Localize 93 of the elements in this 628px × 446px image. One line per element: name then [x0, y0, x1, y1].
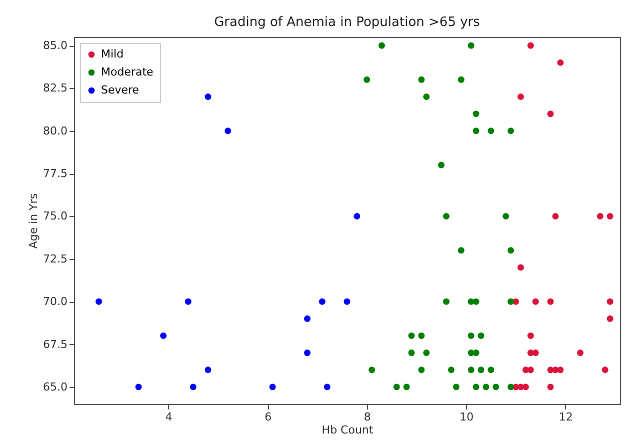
y-tick-label: 82.5 — [43, 82, 68, 95]
point — [517, 264, 524, 271]
point — [532, 350, 539, 356]
point — [304, 315, 311, 322]
legend-label: Moderate — [101, 66, 154, 78]
point — [468, 42, 474, 49]
point — [478, 366, 484, 374]
point — [96, 298, 102, 305]
point — [452, 384, 460, 390]
point — [547, 298, 554, 305]
x-tick-label: 4 — [165, 410, 172, 424]
point — [418, 366, 425, 374]
point — [393, 384, 400, 390]
point — [527, 332, 534, 339]
point — [527, 42, 534, 49]
point — [324, 384, 330, 390]
point — [458, 247, 464, 254]
y-tick-label: 80.0 — [43, 124, 68, 138]
point — [468, 332, 474, 339]
point — [492, 384, 500, 390]
point — [403, 384, 410, 390]
y-tick-label: 77.5 — [43, 167, 68, 180]
point — [547, 110, 554, 118]
point — [224, 128, 232, 134]
point — [557, 366, 564, 374]
point — [448, 366, 454, 374]
point — [304, 350, 311, 356]
point — [508, 298, 514, 305]
x-axis-title: Hb Count — [322, 424, 374, 436]
point — [606, 315, 614, 322]
point — [438, 162, 445, 168]
point — [443, 213, 450, 220]
point — [488, 128, 494, 134]
point — [408, 332, 415, 339]
point — [204, 366, 212, 374]
point — [354, 213, 360, 220]
point — [378, 42, 385, 49]
point — [602, 366, 608, 374]
point — [508, 384, 514, 390]
point — [552, 213, 559, 220]
point — [135, 384, 142, 390]
point — [557, 59, 564, 66]
y-tick-label: 75.0 — [43, 210, 68, 223]
x-tick-label: 10 — [460, 410, 474, 424]
y-tick-label: 65.0 — [43, 380, 68, 394]
chart-title: Grading of Anemia in Population >65 yrs — [214, 15, 480, 30]
y-tick-label: 67.5 — [43, 338, 68, 351]
point — [408, 350, 415, 356]
point — [532, 298, 539, 305]
point — [508, 247, 514, 254]
point — [522, 384, 529, 390]
point — [344, 298, 350, 305]
point — [472, 128, 480, 134]
y-tick-label: 85.0 — [43, 39, 68, 52]
y-tick-label: 70.0 — [43, 295, 68, 308]
point — [423, 94, 430, 100]
point — [368, 366, 376, 374]
point — [443, 298, 450, 305]
point — [458, 76, 464, 83]
y-axis-title: Age in Yrs — [27, 193, 40, 249]
point — [482, 384, 490, 390]
point — [606, 298, 614, 305]
point — [547, 384, 554, 390]
x-tick-label: 8 — [364, 410, 371, 424]
point — [418, 76, 425, 83]
point — [527, 366, 534, 374]
point — [502, 213, 510, 220]
point — [190, 384, 196, 390]
legend-label: Severe — [101, 84, 140, 96]
point — [468, 366, 474, 374]
x-tick-label: 6 — [264, 410, 272, 424]
point — [577, 350, 584, 356]
point — [318, 298, 326, 305]
point — [606, 213, 614, 220]
point — [596, 213, 604, 220]
point — [508, 128, 514, 134]
point — [184, 298, 192, 305]
point — [472, 298, 480, 305]
point — [478, 332, 484, 339]
y-tick-label: 72.5 — [43, 252, 68, 266]
point — [472, 350, 480, 356]
point — [423, 350, 430, 356]
point — [472, 384, 480, 390]
point — [269, 384, 276, 390]
legend-label: Mild — [101, 48, 124, 60]
x-tick-label: 12 — [558, 410, 573, 424]
point — [472, 110, 480, 118]
point — [204, 94, 212, 100]
point — [517, 94, 524, 100]
point — [488, 366, 494, 374]
point — [160, 332, 167, 339]
point — [364, 76, 370, 83]
point — [418, 332, 425, 339]
